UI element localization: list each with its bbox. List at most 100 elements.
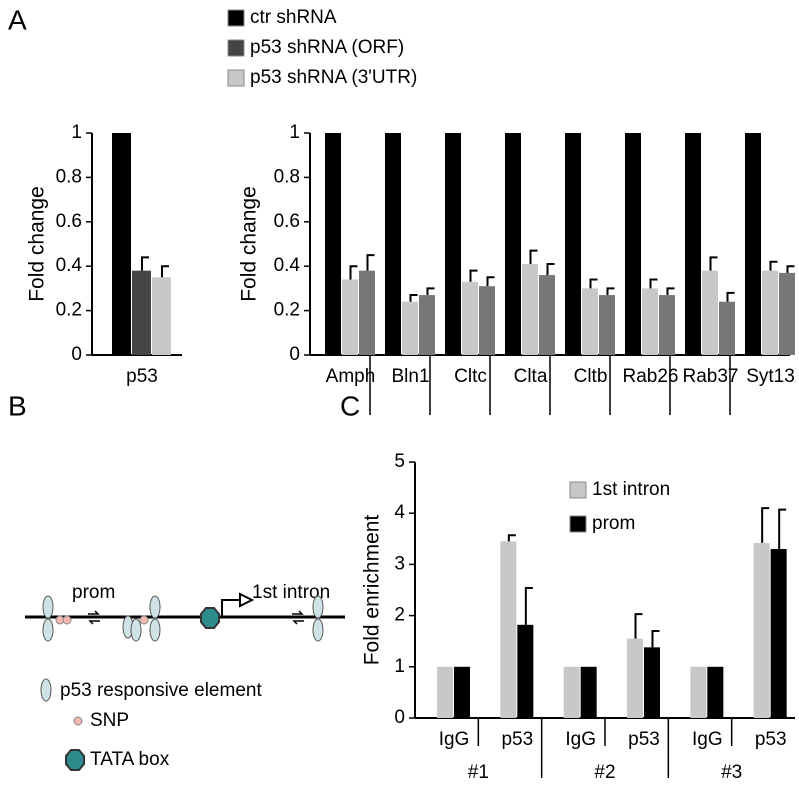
- bar: [753, 542, 770, 718]
- panel-label: C: [340, 390, 360, 421]
- x-tick-label: Clta: [514, 366, 548, 387]
- error-bar: [649, 278, 658, 289]
- y-tick-label: 0: [289, 344, 300, 365]
- bar: [627, 638, 643, 718]
- bar: [690, 666, 707, 718]
- y-tick-label: 0.2: [56, 300, 82, 321]
- x-tick-label: Syt13: [746, 366, 795, 387]
- bar: [132, 270, 151, 355]
- y-tick-label: 0.6: [274, 211, 300, 232]
- legend-swatch: [227, 69, 245, 87]
- legend-swatch: [569, 515, 587, 533]
- x-tick-label: IgG: [565, 729, 596, 750]
- bar: [685, 133, 701, 355]
- bar: [580, 666, 597, 718]
- bar: [479, 286, 495, 355]
- bar: [454, 666, 470, 718]
- bar: [644, 647, 660, 718]
- x-tick-label: Cltc: [454, 366, 487, 387]
- group-label: #1: [468, 762, 489, 783]
- bar: [659, 295, 675, 355]
- error-bar: [726, 291, 735, 302]
- y-tick-label: 0: [71, 344, 82, 365]
- legend-text: TATA box: [90, 749, 170, 770]
- error-bar: [778, 508, 787, 550]
- bar: [702, 270, 718, 355]
- bar: [359, 270, 375, 355]
- y-axis-label: Fold change: [26, 186, 49, 302]
- bar: [152, 277, 171, 355]
- legend-text: p53 responsive element: [60, 680, 262, 701]
- y-axis-label: Fold enrichment: [361, 515, 384, 666]
- y-tick-label: 0.4: [56, 255, 83, 276]
- y-tick-label: 2: [394, 605, 405, 626]
- promoter-diagram: prom 1st intron p53 responsive element S…: [25, 582, 345, 771]
- error-bar: [634, 613, 643, 639]
- y-tick-label: 0.4: [274, 255, 301, 276]
- error-bar: [409, 294, 418, 302]
- bar: [445, 133, 461, 355]
- x-tick-label: Cltb: [574, 366, 608, 387]
- error-bar: [366, 254, 375, 271]
- error-bar: [589, 278, 598, 289]
- bar: [500, 541, 517, 718]
- group-label: #2: [594, 762, 615, 783]
- error-bar: [546, 262, 555, 276]
- error-bar: [486, 276, 495, 287]
- bar: [437, 666, 453, 718]
- error-bar: [666, 287, 675, 296]
- legend-swatch: [569, 481, 587, 499]
- y-axis-label: Fold change: [238, 186, 261, 302]
- bar: [599, 295, 615, 355]
- error-bar: [161, 265, 169, 278]
- x-tick-label: Amph: [326, 366, 376, 387]
- panel-label: A: [8, 4, 27, 35]
- legend-label: ctr shRNA: [250, 7, 337, 28]
- prom-label: prom: [72, 582, 115, 603]
- bar: [522, 263, 538, 355]
- bar: [642, 288, 658, 355]
- bar: [419, 295, 435, 355]
- bar: [582, 288, 598, 355]
- x-tick-label: Rab26: [623, 366, 679, 387]
- y-tick-label: 1: [289, 122, 300, 143]
- x-tick-label: p53: [501, 729, 533, 750]
- error-bar: [769, 260, 778, 271]
- bar: [325, 133, 341, 355]
- legend-swatch: [227, 39, 245, 57]
- bar: [770, 549, 787, 718]
- bar: [762, 270, 778, 355]
- bar: [505, 133, 521, 355]
- y-tick-label: 0: [394, 707, 405, 728]
- bar: [342, 279, 358, 355]
- error-bar: [524, 586, 533, 625]
- error-bar: [426, 287, 435, 296]
- y-tick-label: 3: [394, 553, 405, 574]
- error-bar: [761, 507, 770, 543]
- error-bar: [529, 249, 538, 264]
- bar: [462, 281, 478, 355]
- x-tick-label: p53: [755, 729, 787, 750]
- error-bar: [469, 269, 478, 282]
- panel-label: B: [8, 390, 27, 421]
- bar: [517, 624, 534, 718]
- y-tick-label: 5: [394, 451, 405, 472]
- x-tick-label: Rab37: [683, 366, 739, 387]
- error-bar: [606, 287, 615, 296]
- error-bar: [349, 265, 358, 280]
- group-label: #3: [721, 762, 742, 783]
- y-tick-label: 4: [394, 502, 405, 523]
- bar: [625, 133, 641, 355]
- y-tick-label: 1: [71, 122, 82, 143]
- bar: [745, 133, 761, 355]
- error-bar: [651, 629, 660, 648]
- x-tick-label: p53: [628, 729, 660, 750]
- legend-label: p53 shRNA (3'UTR): [250, 67, 417, 88]
- bar: [563, 666, 580, 718]
- bar: [539, 275, 555, 355]
- x-tick-label: IgG: [692, 729, 723, 750]
- legend-label: 1st intron: [592, 479, 670, 500]
- x-tick-label: IgG: [439, 729, 470, 750]
- x-tick-label: p53: [126, 366, 158, 387]
